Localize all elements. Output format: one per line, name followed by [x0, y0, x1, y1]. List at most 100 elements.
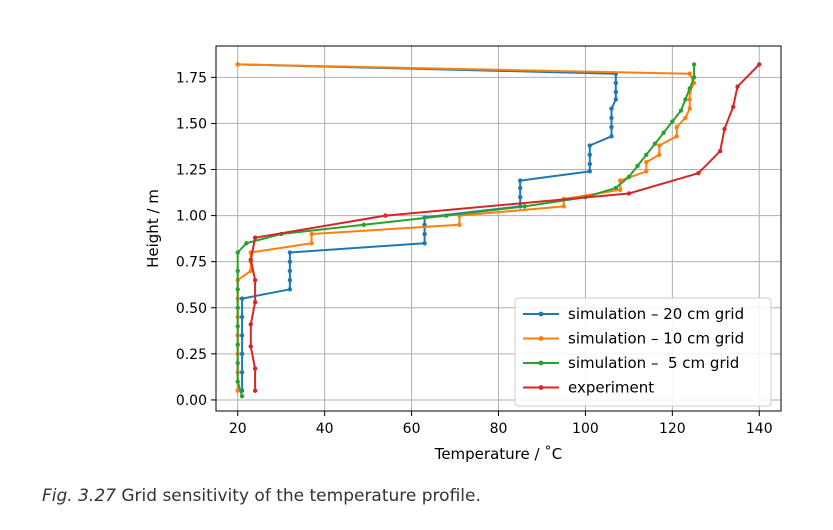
legend: simulation – 20 cm grid simulation – 10 c…	[514, 297, 772, 407]
data-point	[561, 204, 566, 209]
data-point	[239, 394, 245, 399]
data-point	[235, 305, 240, 310]
data-point	[287, 268, 293, 274]
x-tick-label: 120	[659, 421, 686, 437]
data-point	[518, 185, 523, 191]
series-layer	[235, 62, 762, 399]
data-point	[691, 75, 697, 80]
legend-label: experiment	[568, 379, 654, 397]
data-point	[617, 187, 623, 192]
data-point	[383, 213, 388, 218]
y-tick-label: 1.25	[176, 163, 207, 179]
y-tick-label: 0.50	[176, 301, 207, 317]
y-tick-label: 0.00	[176, 393, 207, 409]
data-point	[422, 231, 427, 237]
data-point	[657, 152, 662, 157]
data-point	[609, 115, 614, 121]
data-point	[687, 97, 692, 102]
x-tick-label: 140	[746, 421, 773, 437]
data-point	[239, 333, 245, 338]
data-point	[287, 277, 293, 283]
series-2	[235, 62, 697, 399]
figure-number: Fig. 3.27	[42, 486, 116, 506]
data-point	[239, 314, 245, 320]
data-point	[687, 86, 692, 91]
data-point	[670, 119, 675, 124]
data-point	[248, 257, 253, 263]
legend-label: simulation – 20 cm grid	[568, 305, 744, 323]
legend-label: simulation – 5 cm grid	[568, 354, 739, 372]
series-0	[235, 62, 619, 393]
data-point	[309, 241, 314, 246]
y-tick-label: 0.75	[176, 255, 207, 271]
data-point	[235, 342, 240, 347]
y-tick-label: 1.00	[176, 209, 207, 225]
x-tick-label: 80	[490, 421, 508, 437]
data-point	[644, 169, 649, 174]
data-point	[235, 324, 240, 329]
data-point	[687, 106, 692, 111]
data-point	[248, 344, 253, 349]
y-tick-label: 1.50	[176, 116, 207, 132]
data-point	[691, 62, 697, 67]
data-point	[717, 148, 723, 154]
data-point	[444, 213, 449, 218]
x-axis-label: Temperature / ˚C	[434, 445, 563, 463]
x-tick-label: 40	[316, 421, 334, 437]
data-point	[287, 250, 293, 255]
data-point	[678, 108, 684, 113]
y-tick-label: 0.25	[176, 347, 207, 363]
data-point	[626, 174, 632, 180]
data-point	[522, 204, 527, 209]
y-tick-label: 1.75	[176, 70, 207, 86]
data-point	[235, 287, 240, 292]
data-point	[722, 126, 727, 132]
data-point	[613, 89, 619, 95]
data-point	[652, 141, 658, 146]
data-point	[235, 250, 240, 255]
data-point	[657, 143, 662, 148]
data-point	[235, 388, 240, 393]
data-point	[609, 106, 614, 111]
data-point	[674, 134, 679, 139]
data-point	[235, 360, 240, 366]
series-3	[248, 62, 762, 393]
data-point	[635, 163, 640, 169]
data-point	[422, 241, 427, 246]
data-point	[252, 300, 258, 305]
data-point	[613, 97, 619, 102]
data-point	[252, 366, 258, 371]
legend-item: simulation – 5 cm grid	[523, 354, 739, 372]
data-point	[518, 194, 523, 200]
data-point	[644, 159, 649, 165]
data-point	[683, 115, 688, 121]
x-axis-ticks: 20 40 60 80 100 120 140	[229, 411, 773, 437]
data-point	[683, 97, 688, 102]
data-point	[626, 191, 632, 196]
figure-caption: Fig. 3.27 Grid sensitivity of the temper…	[42, 486, 481, 506]
data-point	[730, 104, 736, 110]
data-point	[239, 296, 245, 301]
legend-box	[514, 297, 772, 407]
data-point	[287, 287, 293, 292]
data-point	[248, 322, 253, 327]
data-point	[248, 268, 253, 274]
data-point	[735, 84, 740, 89]
data-point	[587, 169, 592, 174]
data-point	[252, 235, 258, 240]
x-tick-label: 60	[403, 421, 421, 437]
data-point	[757, 62, 762, 67]
data-point	[687, 71, 692, 76]
y-axis-ticks: 0.00 0.25 0.50 0.75 1.00 1.25 1.50 1.75	[176, 70, 216, 409]
data-point	[244, 241, 249, 246]
legend-label: simulation – 10 cm grid	[568, 330, 744, 348]
data-point	[609, 124, 614, 130]
data-point	[518, 178, 523, 183]
legend-item: simulation – 20 cm grid	[523, 305, 744, 323]
data-point	[252, 277, 258, 283]
legend-marker	[538, 360, 544, 366]
data-point	[609, 134, 614, 139]
data-point	[457, 222, 462, 228]
legend-marker	[538, 385, 544, 390]
data-point	[696, 170, 701, 176]
